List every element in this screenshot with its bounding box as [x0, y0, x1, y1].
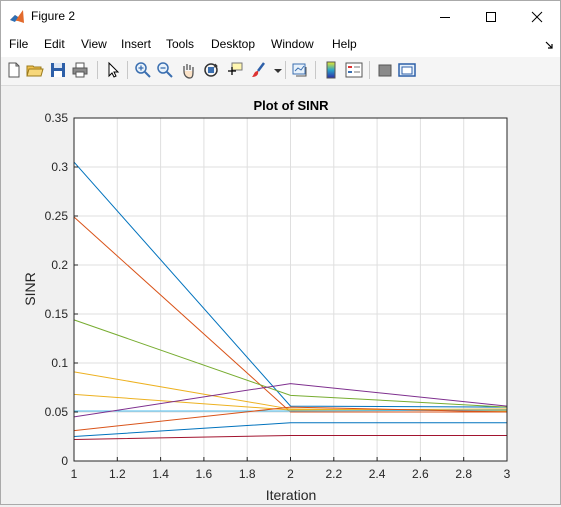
dock-arrow-icon[interactable]	[544, 40, 554, 50]
x-tick-label: 2	[287, 467, 294, 481]
x-tick-label: 1.8	[239, 467, 256, 481]
minimize-icon	[440, 16, 450, 18]
brush-icon[interactable]	[250, 61, 268, 79]
toolbar-separator	[285, 61, 286, 79]
x-tick-label: 2.8	[455, 467, 472, 481]
print-icon[interactable]	[71, 61, 89, 79]
new-figure-icon[interactable]	[5, 61, 23, 79]
menu-help[interactable]: Help	[332, 37, 357, 51]
y-tick-label: 0.1	[51, 356, 68, 370]
show-plot-tools-icon[interactable]	[398, 61, 416, 79]
hide-plot-tools-icon[interactable]	[376, 61, 394, 79]
minimize-button[interactable]	[422, 1, 468, 32]
matlab-icon	[10, 10, 24, 23]
series-line-7	[73, 383, 508, 418]
y-tick-label: 0.05	[45, 405, 69, 419]
menu-window[interactable]: Window	[271, 37, 314, 51]
menu-desktop[interactable]: Desktop	[211, 37, 256, 51]
x-tick-label: 1.2	[109, 467, 126, 481]
menu-edit[interactable]: Edit	[44, 37, 65, 51]
series-line-9	[73, 422, 507, 437]
toolbar-separator	[127, 61, 128, 79]
y-tick-label: 0	[61, 454, 68, 468]
y-tick-label: 0.25	[45, 209, 69, 223]
zoom-in-icon[interactable]	[134, 61, 152, 79]
zoom-out-icon[interactable]	[156, 61, 174, 79]
x-tick-label: 2.2	[325, 467, 342, 481]
x-tick-label: 3	[504, 467, 511, 481]
menu-insert[interactable]: Insert	[121, 37, 152, 51]
figure-area: 1 1.2 1.4 1.6 1.8 2 2.2 2.4 2.6 2.8 3 0 0.05 0.1 0.15 0…	[1, 86, 560, 504]
colorbar-icon[interactable]	[322, 61, 340, 79]
title-bar: Figure 2	[1, 1, 560, 32]
close-button[interactable]	[514, 1, 560, 32]
x-axis-label: Iteration	[266, 487, 317, 503]
y-tick-label: 0.2	[51, 258, 68, 272]
x-tick-label: 2.6	[412, 467, 429, 481]
sinr-line-chart[interactable]: 1 1.2 1.4 1.6 1.8 2 2.2 2.4 2.6 2.8 3 0 0.05 0.1 0.15 0…	[1, 86, 560, 504]
maximize-icon	[486, 11, 496, 22]
x-tick-label: 1.4	[152, 467, 169, 481]
maximize-button[interactable]	[468, 1, 514, 32]
y-tick-label: 0.35	[45, 111, 69, 125]
series-line-5	[73, 393, 508, 411]
chart-title: Plot of SINR	[253, 98, 329, 113]
menu-view[interactable]: View	[81, 37, 107, 51]
toolbar-separator	[369, 61, 370, 79]
open-file-icon[interactable]	[26, 61, 44, 79]
menu-file[interactable]: File	[9, 37, 29, 51]
brush-dropdown-icon[interactable]	[269, 61, 287, 79]
menu-bar: File Edit View Insert Tools Desktop Wind…	[1, 32, 560, 57]
x-tick-label: 1	[71, 467, 78, 481]
save-icon[interactable]	[49, 61, 67, 79]
window-title: Figure 2	[31, 9, 76, 23]
data-cursor-icon[interactable]	[226, 61, 244, 79]
x-tick-label: 2.4	[369, 467, 386, 481]
y-tick-label: 0.15	[45, 307, 69, 321]
series-lines	[73, 161, 508, 440]
pan-icon[interactable]	[179, 61, 197, 79]
toolbar	[1, 57, 560, 86]
link-plot-icon[interactable]	[291, 61, 309, 79]
close-icon	[531, 11, 543, 22]
pointer-icon[interactable]	[104, 61, 122, 79]
legend-icon[interactable]	[345, 61, 363, 79]
series-line-8	[73, 406, 508, 432]
ticks: 1 1.2 1.4 1.6 1.8 2 2.2 2.4 2.6 2.8 3 0 0.05 0.1 0.15 0…	[45, 111, 511, 481]
series-line-2	[73, 216, 507, 413]
series-line-10	[73, 435, 507, 440]
y-tick-label: 0.3	[51, 160, 68, 174]
series-line-3	[73, 319, 508, 408]
series-line-1	[73, 161, 508, 408]
rotate-3d-icon[interactable]	[202, 61, 220, 79]
x-tick-label: 1.6	[196, 467, 213, 481]
y-axis-label: SINR	[22, 272, 38, 305]
menu-tools[interactable]: Tools	[166, 37, 195, 51]
toolbar-separator	[97, 61, 98, 79]
toolbar-separator	[315, 61, 316, 79]
